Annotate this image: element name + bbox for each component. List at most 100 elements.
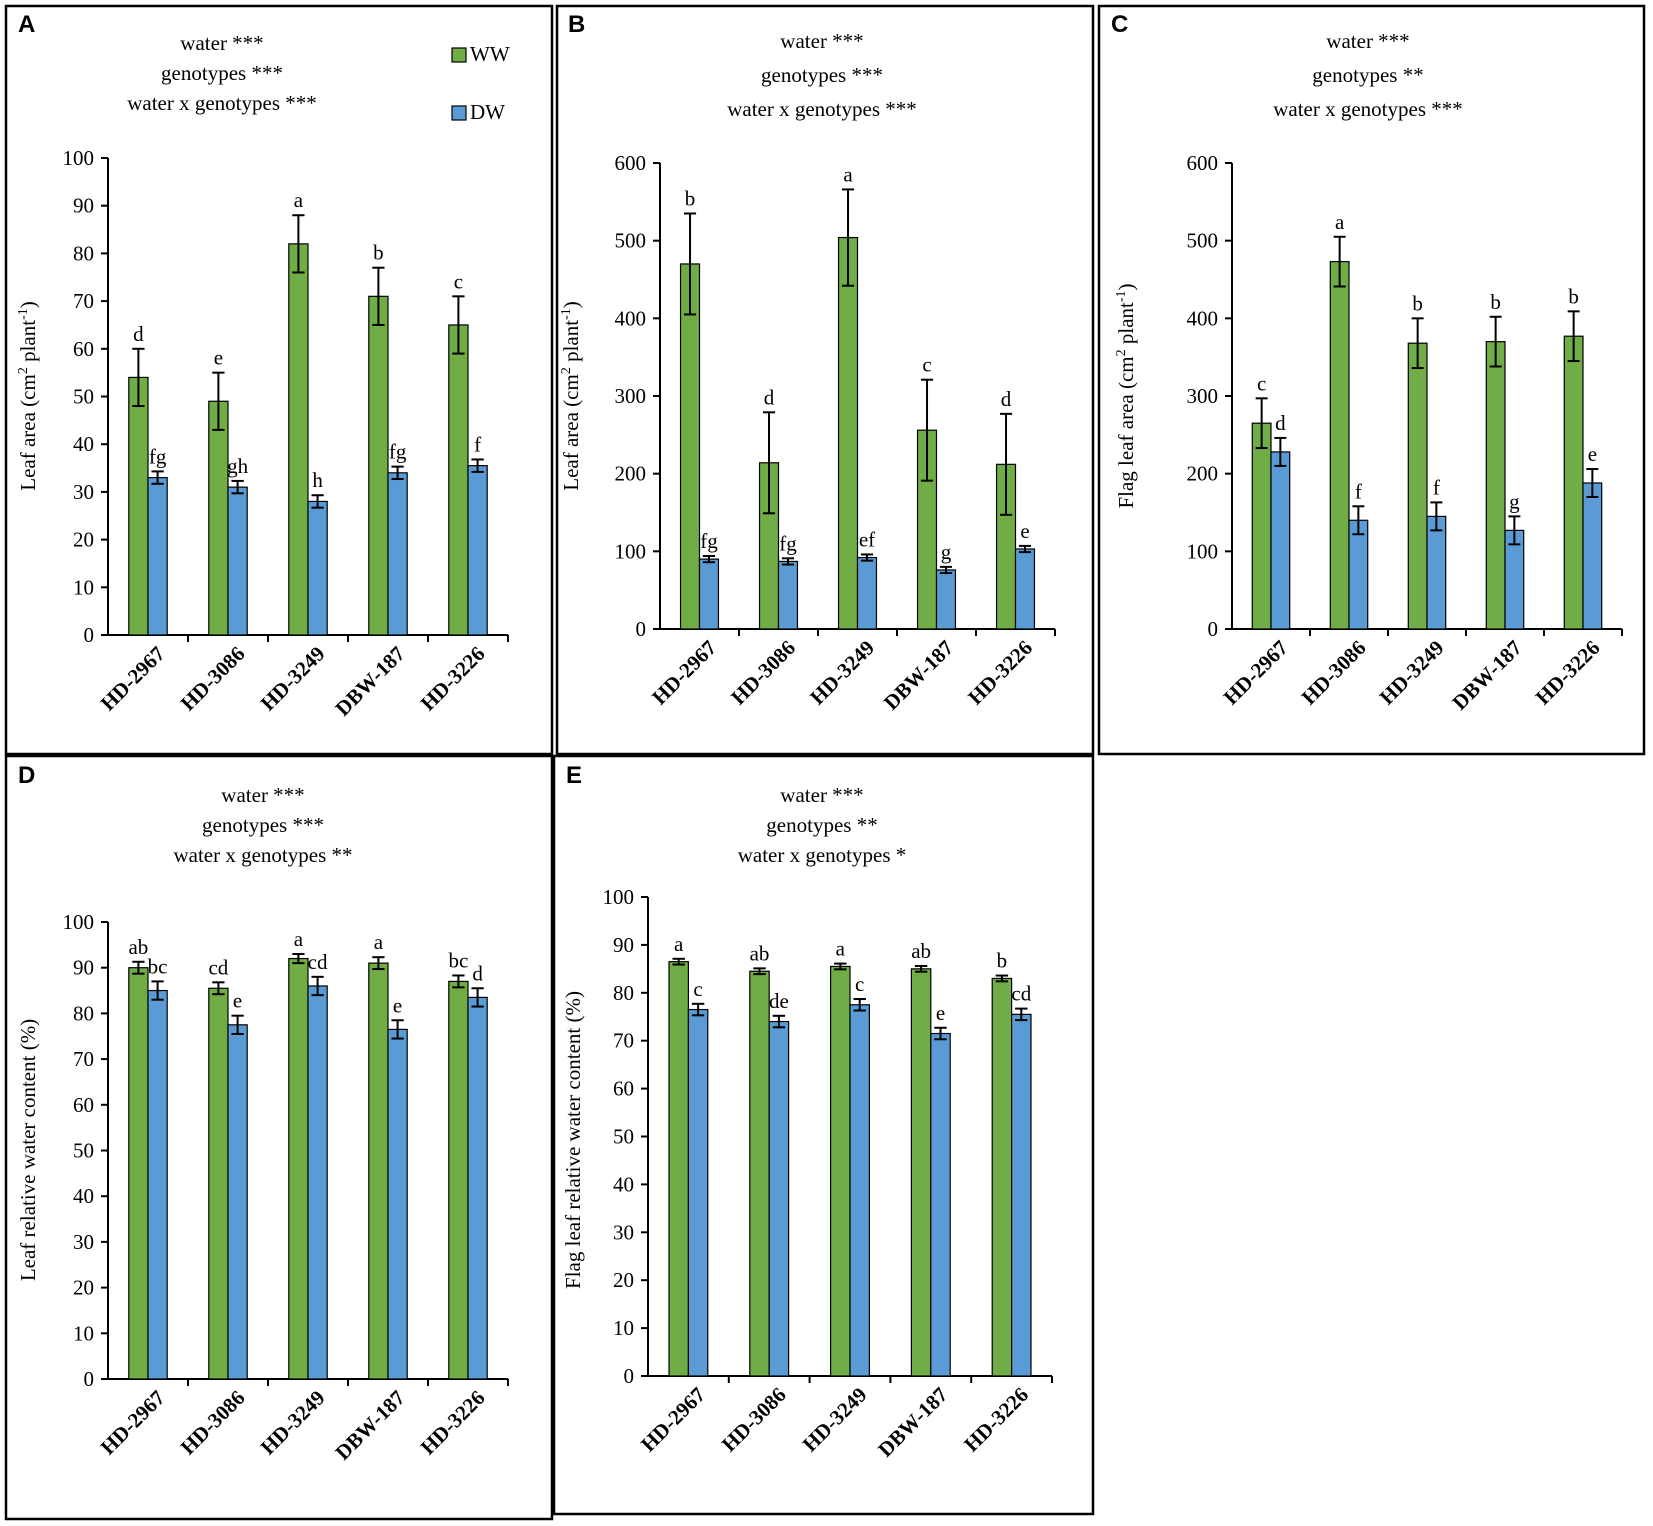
significance-letter: c (693, 977, 702, 1001)
significance-letter: e (233, 989, 242, 1013)
stats-line: water x genotypes ** (173, 843, 352, 867)
y-tick-label: 50 (73, 385, 94, 409)
bar-ww-dbw-187 (368, 295, 389, 636)
y-tick-label: 100 (603, 885, 635, 909)
y-tick-label: 300 (615, 384, 647, 408)
significance-letter: d (472, 961, 483, 985)
y-tick-label: 80 (73, 1001, 94, 1025)
panel-label: A (18, 11, 35, 38)
y-tick-label: 30 (73, 1230, 94, 1254)
x-category-label: HD-2967 (96, 642, 170, 716)
significance-letter: ab (128, 935, 148, 959)
bar-dw-dbw-187 (387, 472, 408, 636)
significance-letter: b (1412, 291, 1423, 315)
significance-letter: fg (700, 529, 718, 553)
bar-dw-dbw-187 (935, 569, 957, 630)
y-tick-label: 90 (73, 956, 94, 980)
bar-dw-dbw-187 (930, 1032, 951, 1377)
y-tick-label: 20 (613, 1268, 634, 1292)
x-category-label: DBW-187 (330, 1386, 409, 1465)
x-category-label: HD-3249 (805, 636, 879, 710)
panel-frame (1097, 4, 1646, 756)
x-category-label: HD-3249 (256, 642, 330, 716)
stats-line: genotypes ** (766, 813, 877, 837)
y-tick-label: 60 (73, 1093, 94, 1117)
stats-line: water x genotypes *** (727, 97, 917, 121)
panel-label: D (18, 762, 35, 789)
bar-ww-hd-2967 (128, 376, 149, 636)
bar-dw-hd-3249 (1426, 515, 1447, 630)
y-tick-label: 600 (615, 151, 647, 175)
y-axis-title: Leaf relative water content (%) (16, 1019, 40, 1281)
panel-label: B (568, 11, 585, 38)
y-tick-label: 60 (613, 1077, 634, 1101)
stats-line: water x genotypes * (738, 843, 907, 867)
significance-letter: cd (308, 950, 328, 974)
significance-letter: a (843, 162, 853, 186)
significance-letter: f (474, 432, 481, 456)
x-category-label: HD-3249 (1375, 636, 1449, 710)
stats-line: genotypes *** (161, 61, 283, 85)
bar-ww-hd-2967 (1251, 422, 1272, 630)
bar-ww-dbw-187 (368, 962, 389, 1380)
x-category-label: HD-2967 (636, 1383, 710, 1457)
bar-ww-hd-3086 (749, 970, 770, 1377)
x-category-label: HD-3249 (256, 1386, 330, 1460)
significance-letter: bc (448, 948, 468, 972)
significance-letter: b (1490, 290, 1501, 314)
y-tick-label: 40 (73, 432, 94, 456)
panel-frame (4, 754, 554, 1521)
bar-ww-hd-3249 (288, 957, 309, 1380)
y-tick-label: 50 (73, 1139, 94, 1163)
significance-letter: b (1568, 284, 1579, 308)
x-category-label: DBW-187 (330, 642, 409, 721)
bar-dw-hd-3249 (849, 1004, 870, 1377)
significance-letter: e (1020, 519, 1029, 543)
bar-ww-hd-3226 (991, 977, 1013, 1377)
y-tick-label: 200 (1187, 462, 1219, 486)
significance-letter: e (214, 346, 223, 370)
bar-dw-hd-3226 (1014, 548, 1036, 630)
stats-line: water x genotypes *** (127, 91, 317, 115)
bar-ww-dbw-187 (910, 968, 932, 1377)
bar-ww-hd-3086 (1329, 261, 1350, 630)
stats-line: genotypes *** (202, 813, 324, 837)
y-tick-label: 300 (1187, 384, 1219, 408)
panel-frame (555, 4, 1095, 756)
significance-letter: d (1001, 387, 1012, 411)
y-tick-label: 500 (1187, 229, 1219, 253)
y-tick-label: 80 (73, 241, 94, 265)
panel-frame (4, 4, 554, 756)
x-category-label: HD-2967 (96, 1386, 170, 1460)
bar-dw-hd-3086 (777, 560, 799, 630)
legend-label-ww: WW (470, 42, 510, 66)
bar-dw-hd-3086 (227, 486, 248, 636)
y-tick-label: 20 (73, 528, 94, 552)
significance-letter: fg (149, 444, 167, 468)
bar-ww-hd-3226 (448, 324, 469, 636)
bar-dw-hd-3249 (307, 985, 328, 1380)
y-tick-label: 500 (615, 229, 647, 253)
x-category-label: HD-3086 (1297, 636, 1371, 710)
y-axis-title: Leaf area (cm2 plant-1) (559, 301, 583, 491)
bar-dw-hd-3086 (768, 1020, 790, 1377)
bar-dw-hd-2967 (687, 1008, 709, 1377)
y-tick-label: 100 (63, 910, 95, 934)
significance-letter: a (674, 932, 684, 956)
y-axis-title: Flag leaf relative water content (%) (561, 991, 585, 1289)
significance-letter: c (922, 353, 931, 377)
significance-letter: a (1335, 210, 1345, 234)
y-tick-label: 0 (624, 1364, 635, 1388)
significance-letter: b (685, 186, 696, 210)
y-tick-label: 40 (613, 1172, 634, 1196)
bar-ww-hd-3249 (1407, 342, 1428, 630)
significance-letter: fg (779, 531, 797, 555)
legend-label-dw: DW (470, 100, 505, 124)
bar-ww-dbw-187 (1485, 341, 1506, 630)
y-tick-label: 30 (613, 1220, 634, 1244)
significance-letter: ab (911, 939, 931, 963)
bar-dw-hd-3226 (467, 465, 488, 636)
